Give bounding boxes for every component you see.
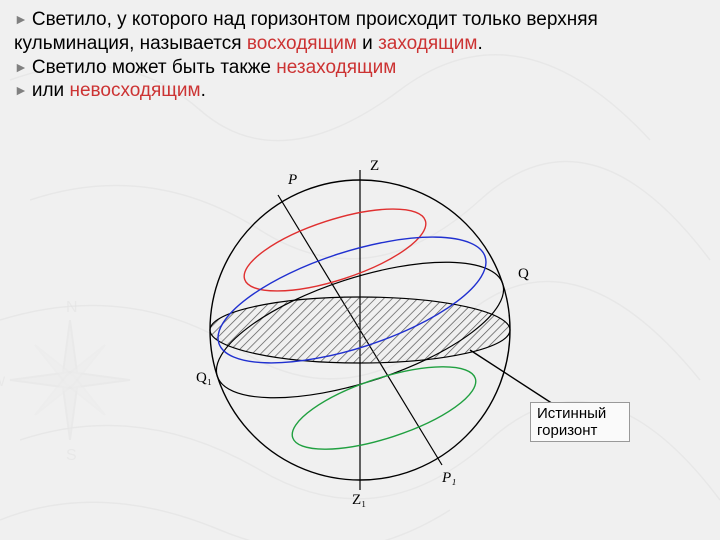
- svg-text:N: N: [66, 299, 78, 316]
- horizon-plane: [210, 297, 510, 363]
- svg-text:W: W: [0, 373, 6, 389]
- svg-text:S: S: [66, 447, 77, 464]
- circle-nonrising: [283, 350, 484, 466]
- celestial-sphere-diagram: P Z Q Q₁ Z₁ P₁ Истинный горизонт: [160, 140, 630, 530]
- label-q1: Q₁: [196, 370, 212, 387]
- bullet-icon: ►: [14, 11, 28, 29]
- label-q: Q: [518, 266, 529, 283]
- bullet-icon: ►: [14, 59, 28, 77]
- bullet-icon: ►: [14, 82, 28, 100]
- paragraph-1: ►Светило, у которого над горизонтом прои…: [14, 8, 706, 56]
- label-p: P: [288, 172, 297, 189]
- label-p1: P₁: [442, 470, 456, 487]
- paragraph-2: ►Светило может быть также незаходящим: [14, 56, 706, 80]
- paragraph-3: ►или невосходящим.: [14, 79, 706, 103]
- label-z: Z: [370, 158, 379, 175]
- circle-nonsetting: [235, 192, 434, 308]
- label-z1: Z₁: [352, 492, 366, 509]
- label-true-horizon: Истинный горизонт: [530, 402, 630, 442]
